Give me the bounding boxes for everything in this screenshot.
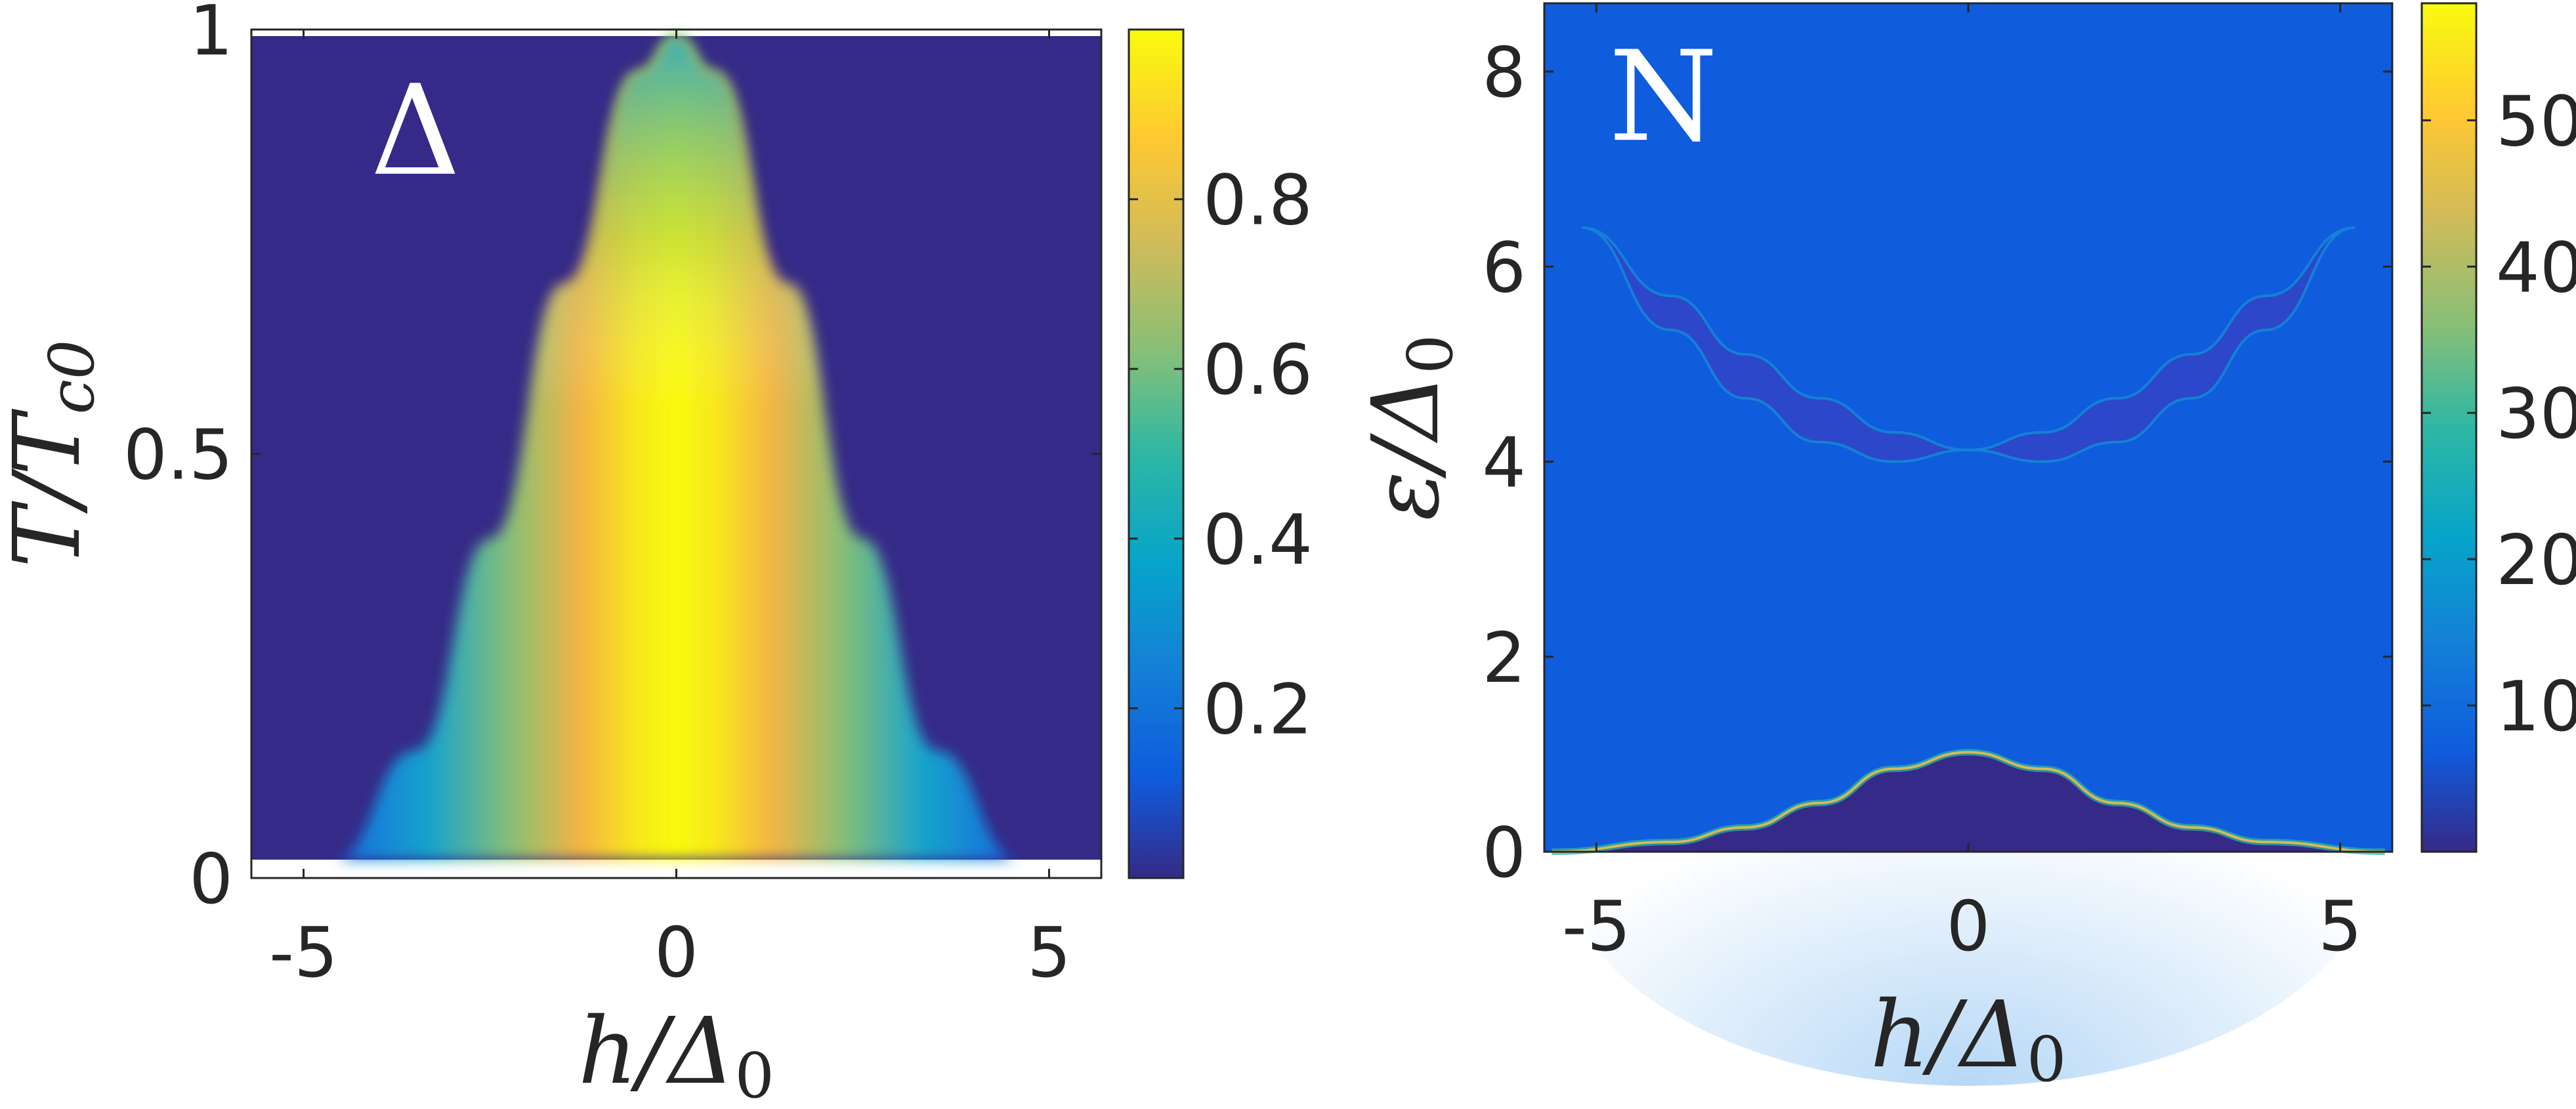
y-tick-label: 8: [1482, 33, 1526, 113]
dos-y-axis-label: ε/Δ0: [1353, 335, 1467, 521]
dos-colorbar: 10 20 30 40 50: [2420, 2, 2576, 853]
y-tick-label: 0.5: [123, 415, 233, 495]
delta-y-axis-label-sub: c0: [36, 340, 108, 415]
dos-upper-band: [1581, 226, 2355, 463]
y-tick-label: 6: [1482, 228, 1526, 308]
dos-y-axis-label-base: ε/Δ: [1353, 374, 1460, 520]
x-tick-label: 0: [1947, 887, 1991, 967]
delta-panel-label: Δ: [370, 58, 460, 203]
y-tick-label: 4: [1482, 423, 1526, 503]
colorbar-tick-label: 40: [2496, 228, 2576, 308]
colorbar-tick-label: 0.4: [1203, 500, 1313, 580]
delta-dome: [333, 36, 1020, 860]
panel-delta: -5 0 5 00.51 Δ h/Δ0 T/Tc0 0.20.40.60.8: [0, 0, 1313, 1109]
colorbar-tick-label: 30: [2496, 374, 2576, 454]
dos-x-axis-label-base: h/Δ: [1870, 982, 2027, 1089]
colorbar-tick-label: 0.2: [1203, 669, 1313, 749]
delta-x-axis-label: h/Δ0: [578, 998, 774, 1109]
dos-x-axis-label-sub: 0: [2027, 1024, 2066, 1096]
delta-dome-top-fade: [333, 36, 1020, 860]
delta-x-axis-label-sub: 0: [734, 1040, 774, 1109]
delta-y-axis-label: T/Tc0: [0, 340, 108, 568]
colorbar-tick-label: 50: [2496, 81, 2576, 161]
delta-y-ticks: 00.51: [123, 0, 1101, 919]
colorbar-tick-label: 0.8: [1203, 161, 1313, 241]
colorbar-tick-label: 0.6: [1203, 330, 1313, 410]
delta-x-ticks: -5 0 5: [269, 30, 1071, 993]
delta-x-axis-label-base: h/Δ: [578, 998, 734, 1105]
dos-gap-edge-line: [1552, 751, 2385, 853]
dos-x-axis-label: h/Δ0: [1870, 982, 2067, 1096]
x-tick-label: 0: [654, 913, 698, 993]
colorbar-tick-label: 10: [2496, 667, 2576, 747]
y-tick-label: 0: [1482, 813, 1526, 893]
delta-y-axis-label-base: T/T: [0, 409, 101, 568]
delta-colorbar: 0.2 0.4 0.6 0.8: [1128, 28, 1313, 879]
x-tick-label: -5: [269, 913, 338, 993]
y-tick-label: 0: [189, 839, 233, 919]
y-tick-label: 1: [189, 0, 233, 71]
y-tick-label: 2: [1482, 618, 1526, 698]
colorbar-gradient: [2420, 2, 2478, 853]
x-tick-label: 5: [2318, 887, 2362, 967]
dos-x-ticks: -5 0 5: [1562, 3, 2362, 967]
x-tick-label: -5: [1562, 887, 1631, 967]
colorbar-gradient: [1128, 28, 1185, 879]
dos-y-ticks: 0 2 4 6 8: [1482, 33, 2392, 893]
dos-y-axis-label-sub: 0: [1395, 335, 1467, 374]
colorbar-tick-label: 20: [2496, 520, 2576, 600]
dos-panel-label: N: [1609, 24, 1718, 169]
x-tick-label: 5: [1027, 913, 1071, 993]
